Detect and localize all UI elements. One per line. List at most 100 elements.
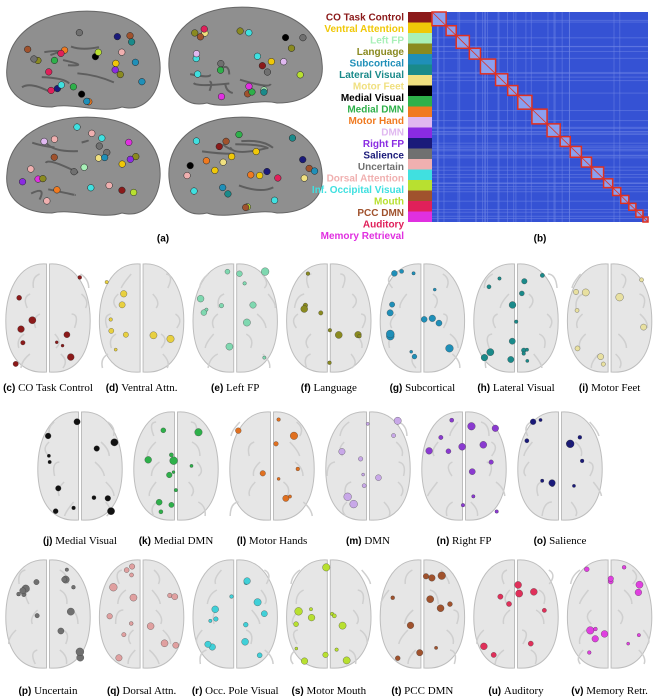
gyrus: [217, 293, 225, 309]
gyrus: [197, 501, 206, 517]
gyrus: [290, 569, 301, 585]
node: [574, 345, 581, 352]
matrix-diagonal: [469, 48, 481, 60]
gyrus: [18, 569, 26, 585]
matrix-diagonal: [570, 146, 582, 158]
gyrus: [302, 501, 314, 517]
gyrus: [449, 333, 459, 349]
caption-label: (h): [477, 383, 490, 394]
node: [435, 319, 443, 327]
node: [126, 32, 134, 40]
caption-name: Medial DMN: [154, 535, 214, 547]
legend-swatch: [408, 159, 432, 170]
caption: (q) Dorsal Attn.: [107, 685, 177, 697]
matrix-diagonal: [431, 11, 447, 27]
gyrus: [429, 589, 440, 605]
matrix-texture: [484, 12, 486, 222]
node: [261, 610, 268, 617]
gyrus: [340, 273, 346, 289]
gyrus: [528, 293, 534, 309]
node: [73, 123, 81, 131]
gyrus: [304, 353, 311, 369]
matrix-texture: [475, 12, 477, 222]
node: [50, 56, 59, 64]
hemisphere: [517, 559, 559, 669]
caption-label: (t): [391, 686, 401, 697]
gyrus: [440, 569, 450, 585]
legend-swatch: [408, 33, 432, 44]
node: [228, 152, 236, 161]
legend-swatch: [408, 211, 432, 222]
gyrus: [380, 589, 390, 605]
node: [580, 458, 585, 463]
gyrus: [293, 293, 305, 309]
node: [434, 646, 438, 650]
gyrus: [570, 501, 578, 517]
node: [202, 157, 210, 165]
gyrus: [538, 589, 546, 605]
caption-label: (j): [43, 536, 52, 547]
node: [78, 90, 86, 98]
gyrus: [525, 421, 532, 437]
gyrus: [351, 293, 358, 309]
node: [67, 607, 75, 616]
node: [70, 168, 78, 176]
node: [436, 604, 445, 612]
node: [637, 633, 641, 637]
caption: (h) Lateral Visual: [477, 382, 554, 394]
node: [572, 484, 576, 488]
hemisphere: [286, 263, 328, 373]
node: [428, 574, 436, 582]
node: [171, 470, 176, 474]
node: [461, 503, 465, 508]
gyrus: [127, 649, 136, 665]
matrix-texture: [432, 50, 648, 52]
node: [192, 137, 200, 145]
node: [245, 29, 253, 37]
gyrus: [615, 353, 622, 369]
gyrus: [32, 273, 40, 289]
node: [118, 301, 126, 309]
caption-name: Language: [313, 382, 356, 394]
node: [591, 635, 599, 643]
gyrus: [350, 353, 356, 369]
node: [186, 162, 194, 170]
legend-label: Auditory: [363, 220, 405, 231]
node: [144, 456, 152, 464]
gyrus: [24, 293, 31, 309]
matrix-texture: [515, 12, 517, 222]
gyrus: [282, 481, 290, 497]
caption: (n) Right FP: [437, 535, 492, 547]
legend-label: Medial DMN: [347, 105, 404, 116]
hemisphere: [49, 263, 91, 373]
caption: (d) Ventral Attn.: [106, 382, 178, 394]
node: [98, 134, 106, 142]
node: [192, 50, 201, 58]
gyrus: [501, 569, 508, 585]
gyrus: [188, 481, 195, 497]
matrix-diagonal: [455, 35, 470, 49]
node: [224, 269, 231, 275]
gyrus: [326, 461, 336, 477]
gyrus: [571, 273, 582, 289]
caption-name: Left FP: [226, 382, 259, 394]
gyrus: [589, 421, 600, 437]
gyrus: [449, 421, 459, 437]
matrix-texture: [432, 217, 648, 219]
gyrus: [305, 273, 312, 289]
node: [50, 135, 59, 143]
gyrus: [17, 333, 25, 349]
node: [128, 38, 136, 46]
legend-swatch: [408, 85, 432, 96]
node: [574, 308, 580, 313]
matrix-texture: [554, 12, 556, 222]
legend-label: Medial Visual: [341, 93, 404, 104]
node: [300, 305, 308, 313]
gyrus: [264, 569, 270, 585]
node: [597, 353, 604, 360]
gyrus: [151, 501, 158, 517]
node: [236, 270, 243, 277]
matrix-texture: [438, 12, 440, 222]
gyrus: [71, 313, 78, 329]
caption: (v) Memory Retr.: [571, 685, 648, 697]
